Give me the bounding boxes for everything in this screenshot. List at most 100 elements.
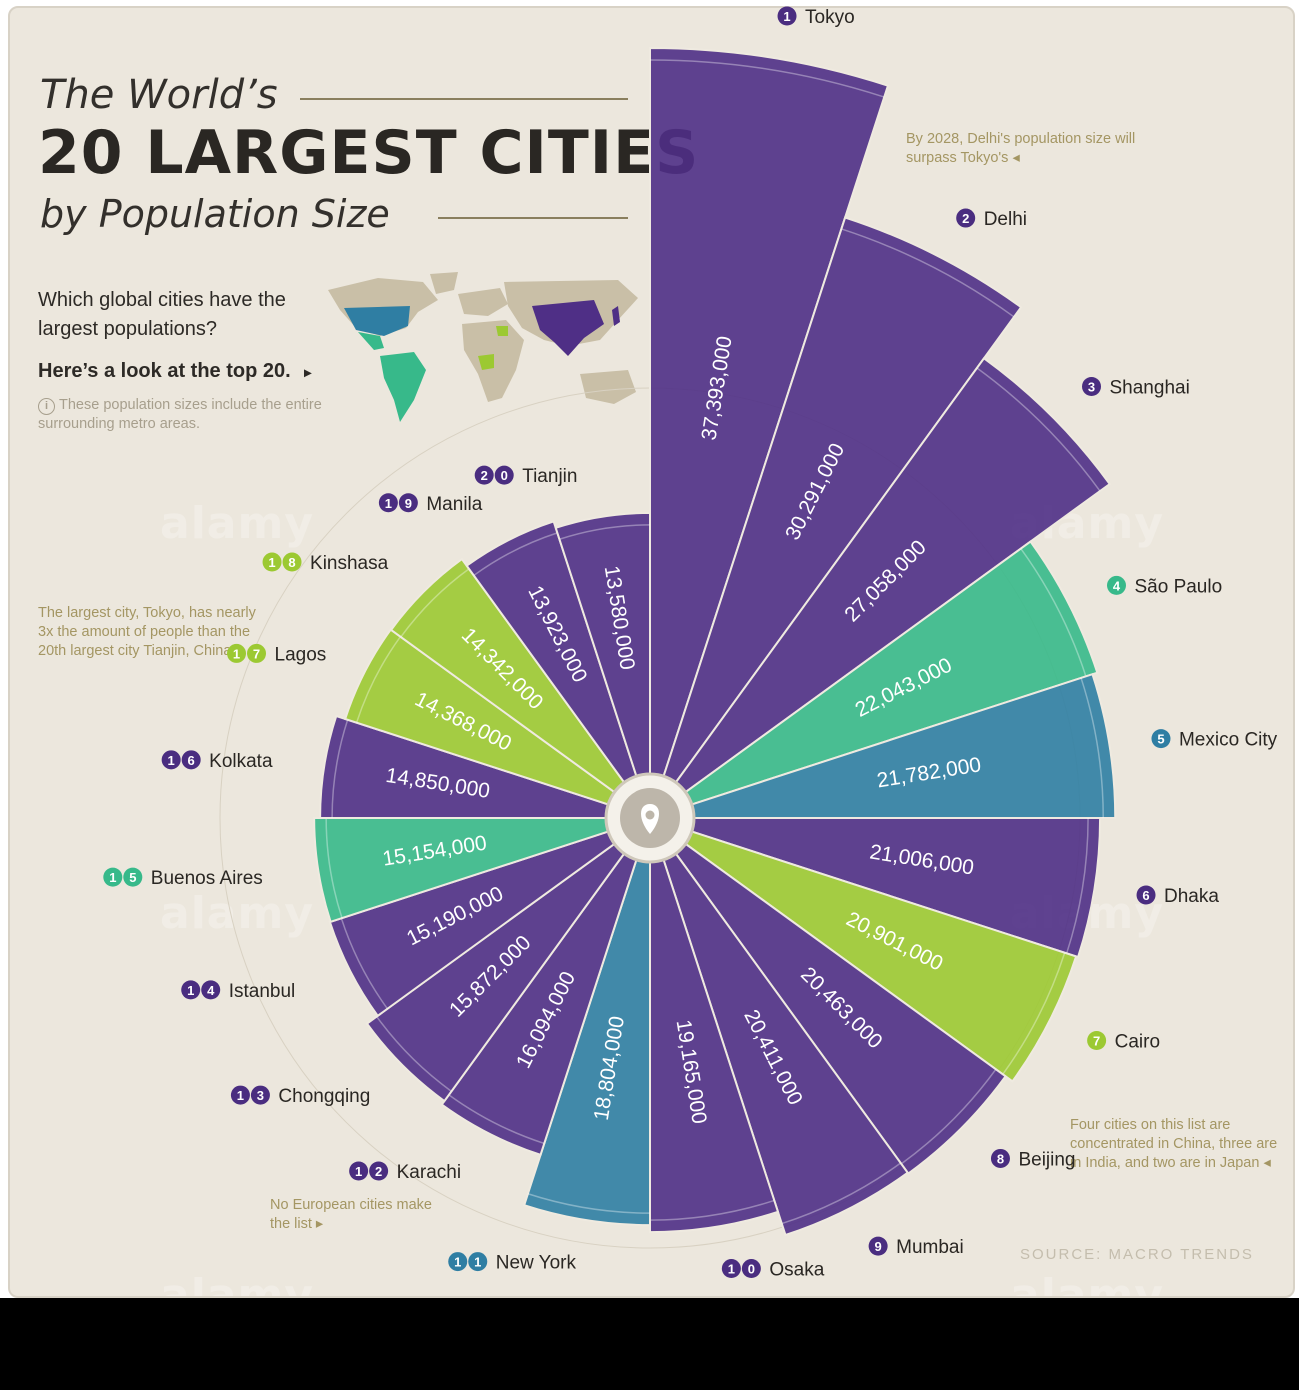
- city-name: New York: [496, 1253, 577, 1274]
- rank-badge: [103, 867, 123, 887]
- bar-rim: [1080, 677, 1104, 819]
- city-label-karachi: 1 2 Karachi: [349, 1161, 461, 1183]
- city-label-beijing: 8 Beijing: [990, 1148, 1076, 1170]
- bar-rim: [376, 1016, 452, 1092]
- city-name: Beijing: [1018, 1149, 1075, 1170]
- rank-number: 1: [237, 1088, 244, 1103]
- bar-rim: [781, 1162, 902, 1225]
- map-mexico: [358, 332, 384, 350]
- annotation-no-europe: No European cities make the list ▸: [270, 1197, 432, 1232]
- city-label-osaka: 1 0 Osaka: [721, 1259, 825, 1281]
- city-name: Kinshasa: [310, 553, 389, 574]
- rank-badge: [1136, 885, 1156, 905]
- bar-rim: [340, 918, 389, 1010]
- rank-badge: [181, 750, 201, 770]
- rank-number: 1: [268, 555, 275, 570]
- title-line-1: The World’s: [40, 72, 278, 118]
- rank-number: 1: [187, 983, 194, 998]
- rank-number: 9: [405, 496, 412, 511]
- title-line-3: by Population Size: [40, 192, 390, 236]
- bar-rim: [325, 817, 343, 919]
- rank-badge: [262, 552, 282, 572]
- rank-badge: [181, 980, 201, 1000]
- map-europe: [458, 288, 508, 316]
- rank-badge: [494, 465, 514, 485]
- city-label-tianjin: 2 0 Tianjin: [474, 465, 577, 487]
- map-japan: [612, 306, 620, 326]
- rank-number: 2: [962, 211, 969, 226]
- rank-badge: [741, 1259, 761, 1279]
- rank-number: 2: [481, 468, 488, 483]
- city-label-new-york: 1 1 New York: [448, 1252, 577, 1274]
- rank-number: 1: [109, 870, 116, 885]
- map-south-america: [380, 352, 426, 422]
- city-name: Mumbai: [896, 1237, 964, 1258]
- rank-badge: [474, 465, 494, 485]
- city-name: Tokyo: [805, 7, 855, 28]
- rank-badge: [250, 1085, 270, 1105]
- world-map: [328, 272, 638, 422]
- bar-rim: [1002, 952, 1066, 1075]
- rank-number: 1: [168, 753, 175, 768]
- annotation-tokyo-vs-tianjin: The largest city, Tokyo, has nearly 3x t…: [38, 605, 256, 659]
- watermark: alamy: [1010, 1270, 1164, 1298]
- city-name: Manila: [426, 494, 482, 515]
- map-greenland: [430, 272, 458, 294]
- rank-badge: [369, 1161, 389, 1181]
- city-name: Karachi: [397, 1162, 461, 1183]
- city-label-tokyo: 1 Tokyo: [777, 6, 855, 28]
- city-name: Dhaka: [1164, 886, 1219, 907]
- page-title: 20 LARGEST CITIES: [38, 118, 700, 188]
- map-africa-highlight: [478, 326, 508, 370]
- map-usa: [344, 306, 410, 336]
- rank-number: 2: [375, 1164, 382, 1179]
- city-name: São Paulo: [1134, 576, 1222, 597]
- bar-rim: [400, 568, 470, 638]
- watermark: alamy: [160, 1270, 314, 1298]
- rank-badge: [161, 750, 181, 770]
- rank-badge: [1106, 575, 1126, 595]
- rank-number: 1: [728, 1262, 735, 1277]
- footer-bar: [0, 1298, 1299, 1390]
- bar-rim: [355, 636, 402, 723]
- annotation-china-india-japan: Four cities on this list are concentrate…: [1070, 1117, 1278, 1171]
- city-label-mexico-city: 5 Mexico City: [1151, 729, 1278, 751]
- rank-badge: [398, 493, 418, 513]
- city-label-buenos-aires: 1 5 Buenos Aires: [103, 867, 263, 889]
- rank-badge: [378, 493, 398, 513]
- rank-badge: [201, 980, 221, 1000]
- city-name: Istanbul: [229, 981, 296, 1002]
- map-australia: [580, 370, 636, 404]
- bar-rim: [448, 1094, 545, 1145]
- title-rule-bottom: [438, 217, 628, 219]
- city-label-chongqing: 1 3 Chongqing: [230, 1085, 370, 1107]
- city-label-shanghai: 3 Shanghai: [1082, 376, 1190, 398]
- title-rule-top: [300, 98, 628, 100]
- rank-badge: [349, 1161, 369, 1181]
- city-name: Kolkata: [209, 751, 273, 772]
- city-name: Buenos Aires: [151, 868, 263, 889]
- rank-number: 1: [783, 9, 790, 24]
- bar-rim: [976, 367, 1101, 492]
- rank-number: 6: [1142, 888, 1149, 903]
- rank-badge: [721, 1259, 741, 1279]
- rank-badge: [956, 208, 976, 228]
- city-label-dhaka: 6 Dhaka: [1136, 885, 1219, 907]
- bar-rim: [841, 228, 1015, 318]
- bar-rim: [649, 1199, 775, 1221]
- rank-badge: [282, 552, 302, 572]
- bar-rim: [473, 532, 558, 577]
- bar-rim: [900, 1068, 997, 1165]
- rank-badge: [868, 1236, 888, 1256]
- city-label-manila: 1 9 Manila: [378, 493, 483, 515]
- rank-number: 1: [385, 496, 392, 511]
- city-label-kinshasa: 1 8 Kinshasa: [262, 552, 389, 574]
- city-name: Mexico City: [1179, 730, 1278, 751]
- rank-number: 1: [355, 1164, 362, 1179]
- rank-badge: [227, 643, 247, 663]
- rank-number: 3: [257, 1088, 264, 1103]
- rank-badge: [1082, 376, 1102, 396]
- rank-badge: [1151, 729, 1171, 749]
- bar-rim: [649, 59, 885, 98]
- intro-lead-text: Here’s a look at the top 20.: [38, 360, 291, 382]
